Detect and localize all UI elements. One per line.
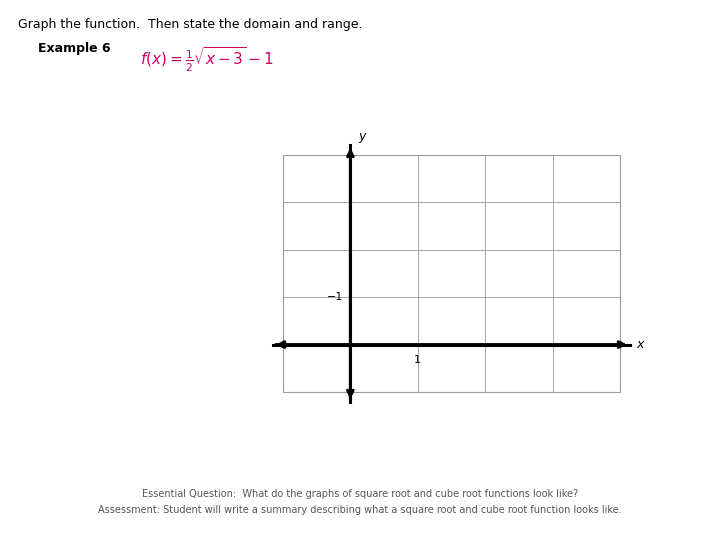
Text: $f(x) = \frac{1}{2}\sqrt{x-3} - 1$: $f(x) = \frac{1}{2}\sqrt{x-3} - 1$ bbox=[140, 46, 274, 75]
Text: Example 6: Example 6 bbox=[38, 42, 111, 55]
Bar bbox=[283, 155, 620, 392]
Text: Essential Question:  What do the graphs of square root and cube root functions l: Essential Question: What do the graphs o… bbox=[142, 489, 578, 499]
Text: Assessment: Student will write a summary describing what a square root and cube : Assessment: Student will write a summary… bbox=[98, 505, 622, 515]
Text: 1: 1 bbox=[414, 355, 421, 365]
Text: x: x bbox=[636, 338, 644, 351]
Text: y: y bbox=[359, 130, 366, 143]
Text: −1: −1 bbox=[327, 292, 343, 302]
Text: Graph the function.  Then state the domain and range.: Graph the function. Then state the domai… bbox=[18, 18, 362, 31]
